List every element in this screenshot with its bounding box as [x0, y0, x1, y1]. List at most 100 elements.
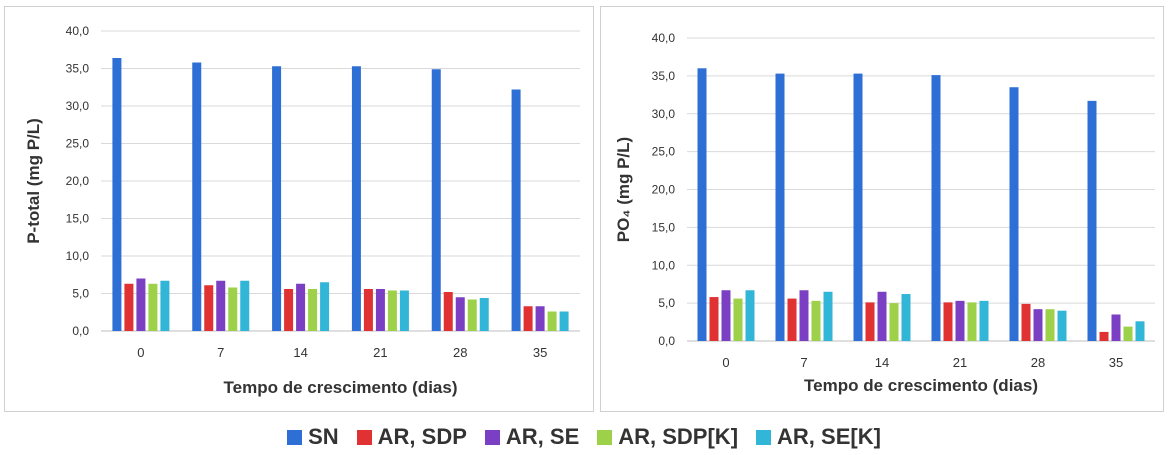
y-tick-label: 5,0	[72, 287, 89, 301]
bar-ar-sdp-k-day-0	[733, 298, 743, 341]
bar-ar-sdp-day-28	[1021, 303, 1031, 341]
bar-ar-se-day-21	[955, 300, 965, 341]
x-tick-label: 0	[722, 355, 729, 370]
bar-ar-se-k-day-28	[1057, 310, 1067, 341]
x-tick-label: 35	[1109, 355, 1123, 370]
bar-ar-sdp-day-28	[443, 292, 453, 331]
bar-ar-se-day-28	[1033, 309, 1043, 341]
x-tick-label: 28	[1031, 355, 1045, 370]
bar-ar-se-k-day-21	[979, 300, 989, 341]
bar-ar-se-day-0	[721, 290, 731, 341]
bar-ar-sdp-k-day-35	[1123, 326, 1133, 341]
x-tick-label: 21	[373, 345, 387, 360]
y-tick-label: 30,0	[652, 107, 676, 121]
y-tick-label: 10,0	[652, 258, 676, 272]
bar-ar-se-day-21	[375, 289, 385, 331]
bar-ar-sdp-day-14	[284, 289, 294, 331]
bar-sn-day-28	[1009, 87, 1019, 341]
legend: SN AR, SDP AR, SE AR, SDP[K] AR, SE[K]	[0, 420, 1168, 454]
bar-ar-se-k-day-0	[745, 290, 755, 341]
bar-ar-se-day-14	[296, 283, 306, 331]
bar-ar-se-day-14	[877, 291, 887, 341]
y-tick-label: 0,0	[72, 324, 89, 338]
bar-ar-se-k-day-0	[160, 280, 170, 331]
legend-swatch-ar-sdp	[356, 429, 372, 445]
x-tick-label: 21	[953, 355, 967, 370]
x-axis-title: Tempo de crescimento (dias)	[224, 378, 458, 397]
chart-p-total: 0,0 5,0 10,0 15,0 20,0 25,0 30,0 35,0 40,0 0 7 14 21…	[24, 24, 580, 397]
bar-ar-se-day-28	[455, 297, 465, 331]
bar-ar-se-k-day-28	[479, 298, 489, 331]
bar-ar-se-k-day-35	[559, 311, 569, 331]
legend-label-ar-sdp: AR, SDP	[377, 424, 467, 449]
legend-item-ar-sdp: AR, SDP	[356, 424, 467, 450]
bar-ar-sdp-day-0	[709, 297, 719, 341]
x-tick-label: 14	[875, 355, 889, 370]
bar-ar-se-k-day-7	[823, 291, 833, 341]
y-axis-title: PO₄ (mg P/L)	[614, 137, 633, 242]
y-tick-label: 35,0	[66, 62, 90, 76]
y-tick-label: 40,0	[66, 24, 90, 38]
bar-sn-day-28	[431, 69, 441, 331]
x-tick-label: 7	[800, 355, 807, 370]
bar-ar-sdp-k-day-7	[228, 287, 238, 331]
bar-sn-day-14	[272, 66, 282, 331]
y-tick-label: 0,0	[658, 334, 675, 348]
bar-sn-day-0	[697, 68, 707, 342]
bar-ar-se-k-day-7	[240, 280, 250, 331]
bar-ar-sdp-day-0	[124, 283, 134, 331]
x-axis-title: Tempo de crescimento (dias)	[804, 376, 1038, 395]
y-tick-label: 30,0	[66, 99, 90, 113]
x-tick-label: 28	[453, 345, 467, 360]
x-tick-label: 35	[533, 345, 547, 360]
bar-ar-sdp-k-day-21	[387, 290, 397, 331]
legend-swatch-sn	[287, 429, 303, 445]
bar-ar-se-k-day-35	[1135, 321, 1145, 341]
legend-label-ar-se: AR, SE	[505, 424, 580, 449]
bar-sn-day-21	[351, 66, 361, 331]
bar-ar-sdp-k-day-28	[467, 299, 477, 331]
legend-item-ar-se-k: AR, SE[K]	[756, 424, 881, 450]
bar-ar-sdp-k-day-0	[148, 283, 158, 331]
bar-ar-se-day-35	[1111, 314, 1121, 341]
x-tick-label: 0	[137, 345, 144, 360]
bar-ar-sdp-k-day-28	[1045, 309, 1055, 341]
bar-ar-sdp-k-day-7	[811, 300, 821, 341]
bar-ar-sdp-k-day-35	[547, 311, 557, 331]
chart-panel-po4: 0,0 5,0 10,0 15,0 20,0 25,0 30,0 35,0 40,0 0 7 14 21…	[600, 6, 1164, 412]
bar-ar-sdp-day-7	[787, 298, 797, 341]
legend-swatch-ar-sdp-k	[597, 429, 613, 445]
bar-sn-day-35	[1087, 100, 1097, 341]
bar-ar-sdp-day-21	[943, 302, 953, 341]
bar-ar-se-day-35	[535, 306, 545, 331]
legend-item-ar-sdp-k: AR, SDP[K]	[597, 424, 738, 450]
legend-label-ar-sdp-k: AR, SDP[K]	[618, 424, 739, 449]
bar-ar-se-day-7	[216, 280, 226, 331]
y-tick-label: 15,0	[652, 220, 676, 234]
y-tick-label: 25,0	[652, 145, 676, 159]
y-tick-label: 20,0	[66, 174, 90, 188]
bar-sn-day-7	[192, 62, 202, 331]
legend-label-ar-se-k: AR, SE[K]	[777, 424, 881, 449]
legend-swatch-ar-se	[484, 429, 500, 445]
legend-swatch-ar-se-k	[756, 429, 772, 445]
chart-panel-p-total: 0,0 5,0 10,0 15,0 20,0 25,0 30,0 35,0 40,0 0 7 14 21…	[4, 6, 594, 412]
bar-sn-day-21	[931, 75, 941, 342]
legend-item-ar-se: AR, SE	[484, 424, 580, 450]
y-tick-label: 10,0	[66, 249, 90, 263]
bar-sn-day-14	[853, 73, 863, 341]
y-tick-label: 40,0	[652, 31, 676, 45]
bar-sn-day-35	[511, 89, 521, 331]
bar-ar-sdp-k-day-21	[967, 302, 977, 341]
legend-item-sn: SN	[287, 424, 339, 450]
bar-ar-se-k-day-14	[901, 294, 911, 341]
bar-ar-sdp-k-day-14	[308, 289, 318, 331]
bar-sn-day-0	[112, 58, 122, 331]
y-axis-title: P-total (mg P/L)	[24, 118, 43, 244]
bar-ar-se-day-0	[136, 278, 146, 331]
bar-ar-sdp-k-day-14	[889, 303, 899, 341]
bar-ar-sdp-day-7	[204, 285, 214, 331]
bar-ar-sdp-day-14	[865, 302, 875, 341]
y-tick-label: 25,0	[66, 137, 90, 151]
bar-ar-se-day-7	[799, 290, 809, 341]
